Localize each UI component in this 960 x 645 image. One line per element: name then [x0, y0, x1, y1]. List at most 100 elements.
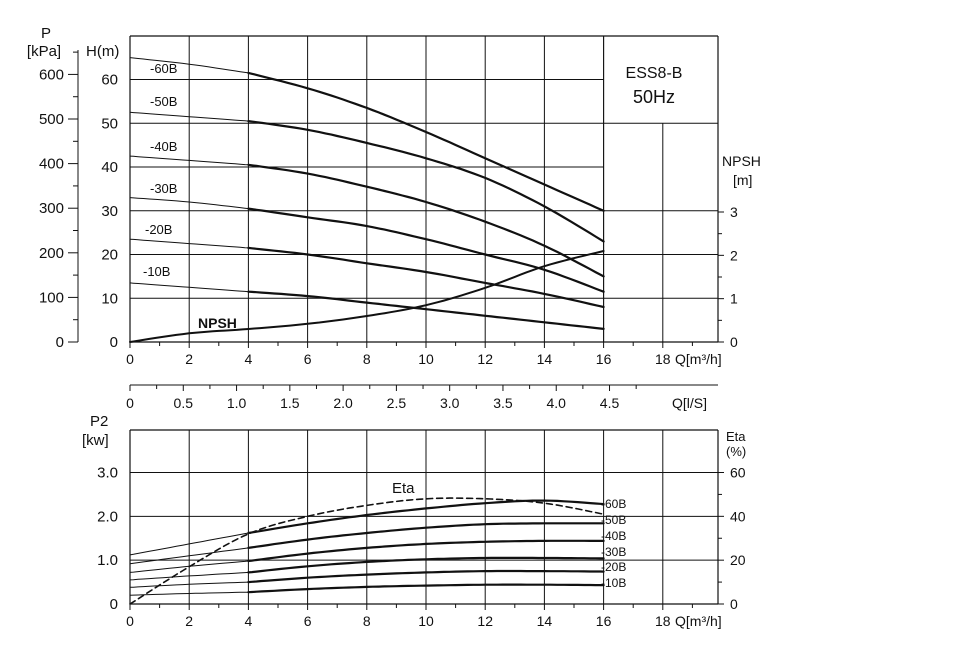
pow-y-tick-label-1: 1.0 [97, 552, 118, 569]
head-x-tick-label-0: 0 [126, 351, 134, 367]
head-y-tick-label-2: 20 [101, 247, 118, 264]
ls-tick-label-7: 3.5 [493, 395, 513, 411]
ls-tick-label-8: 4.0 [547, 395, 567, 411]
head-x-tick-label-7: 14 [537, 351, 553, 367]
pow-x-tick-label-9: 18 [655, 613, 671, 629]
npsh-axis-unit: [m] [733, 172, 752, 188]
pow-curve-0 [247, 499, 605, 535]
ls-tick-label-1: 0.5 [174, 395, 194, 411]
kpa-tick-label-1: 100 [39, 289, 64, 306]
pow-x-tick-label-7: 14 [537, 613, 553, 629]
ls-tick-label-0: 0 [126, 395, 134, 411]
head-series-label-1: -50B [150, 94, 177, 109]
pow-x-tick-label-1: 2 [185, 613, 193, 629]
pow-y-tick-label-3: 3.0 [97, 465, 118, 482]
eta-tick-label-2: 40 [730, 508, 746, 524]
ls-tick-label-3: 1.5 [280, 395, 300, 411]
head-curve-1 [247, 120, 605, 243]
pow-series-label-3: -30B [601, 545, 626, 559]
label-layer: 0 2 4 6 8 10 12 14 16 18 Q[m³/h]0102030405060H(m)0… [27, 25, 761, 629]
head-x-tick-label-4: 8 [363, 351, 371, 367]
eta-axis-title: Eta [726, 429, 746, 444]
pow-series-label-5: -10B [601, 576, 626, 590]
pow-y-axis-title: P2 [90, 413, 108, 430]
npsh-axis-title: NPSH [722, 153, 761, 169]
head-curve-2 [247, 163, 605, 278]
head-x-tick-label-2: 4 [245, 351, 253, 367]
kpa-tick-label-3: 300 [39, 200, 64, 217]
head-curve-4 [247, 246, 605, 309]
kpa-tick-label-4: 400 [39, 156, 64, 173]
pow-x-tick-label-4: 8 [363, 613, 371, 629]
grid-layer [130, 36, 718, 604]
pow-series-label-1: -50B [601, 513, 626, 527]
ls-axis-title: Q[l/S] [672, 395, 707, 411]
ls-tick-label-2: 1.0 [227, 395, 247, 411]
npsh-tick-label-2: 2 [730, 247, 738, 263]
head-x-tick-label-9: 18 [655, 351, 671, 367]
head-series-label-2: -40B [150, 139, 177, 154]
head-curve-thin-3 [129, 197, 249, 210]
pow-curve-thin-4 [129, 581, 249, 588]
head-series-label-0: -60B [150, 61, 177, 76]
pow-x-tick-label-8: 16 [596, 613, 612, 629]
frame-layer [129, 35, 719, 605]
kpa-tick-label-6: 600 [39, 66, 64, 83]
head-y-tick-label-1: 10 [101, 290, 118, 307]
pow-series-label-2: -40B [601, 529, 626, 543]
pow-curve-thin-5 [129, 591, 249, 596]
head-y-axis-title: H(m) [86, 43, 119, 60]
pow-x-tick-label-5: 10 [418, 613, 434, 629]
pow-x-axis-title: Q[m³/h] [675, 613, 722, 629]
head-curve-thin-4 [129, 238, 249, 249]
npsh-tick-label-1: 1 [730, 291, 738, 307]
head-curve-0 [247, 71, 605, 212]
pow-x-tick-label-0: 0 [126, 613, 134, 629]
pow-series-label-4: -20B [601, 560, 626, 574]
head-curve-5 [247, 290, 605, 330]
head-curve-thin-0 [129, 57, 249, 74]
pow-y-tick-label-0: 0 [110, 596, 118, 613]
eta-curve [129, 497, 605, 605]
kpa-tick-label-5: 500 [39, 111, 64, 128]
head-x-tick-label-3: 6 [304, 351, 312, 367]
head-y-tick-label-4: 40 [101, 159, 118, 176]
head-series-label-5: -10B [143, 264, 170, 279]
pow-curve-5 [247, 583, 605, 594]
npsh-curve [129, 250, 605, 343]
head-series-label-3: -30B [150, 181, 177, 196]
head-curve-thin-5 [129, 282, 249, 293]
pow-curve-1 [247, 522, 605, 549]
head-curve-3 [247, 207, 605, 293]
head-curve-thin-1 [129, 111, 249, 122]
kpa-axis-unit: [kPa] [27, 43, 61, 60]
frequency-label: 50Hz [633, 87, 675, 107]
head-series-label-4: -20B [145, 222, 172, 237]
npsh-tick-label-3: 3 [730, 204, 738, 220]
head-x-tick-label-6: 12 [477, 351, 493, 367]
pow-x-tick-label-6: 12 [477, 613, 493, 629]
head-y-tick-label-0: 0 [110, 334, 118, 351]
eta-tick-label-3: 60 [730, 465, 746, 481]
pow-curve-thin-3 [129, 571, 249, 581]
ls-tick-label-6: 3.0 [440, 395, 460, 411]
head-x-tick-label-5: 10 [418, 351, 434, 367]
ls-tick-label-4: 2.0 [333, 395, 353, 411]
model-title: ESS8-B [626, 65, 683, 82]
ls-tick-label-9: 4.5 [600, 395, 620, 411]
pow-curve-2 [247, 539, 605, 563]
kpa-tick-label-2: 200 [39, 245, 64, 262]
head-y-tick-label-5: 50 [101, 115, 118, 132]
pow-x-tick-label-2: 4 [245, 613, 253, 629]
npsh-curve-label: NPSH [198, 315, 237, 331]
head-x-axis-title: Q[m³/h] [675, 351, 722, 367]
ls-tick-label-5: 2.5 [387, 395, 407, 411]
pow-series-label-0: -60B [601, 497, 626, 511]
eta-tick-label-0: 0 [730, 596, 738, 612]
pow-x-tick-label-3: 6 [304, 613, 312, 629]
tick-layer [68, 50, 724, 610]
pow-y-tick-label-2: 2.0 [97, 508, 118, 525]
pow-y-axis-unit: [kw] [82, 432, 109, 449]
